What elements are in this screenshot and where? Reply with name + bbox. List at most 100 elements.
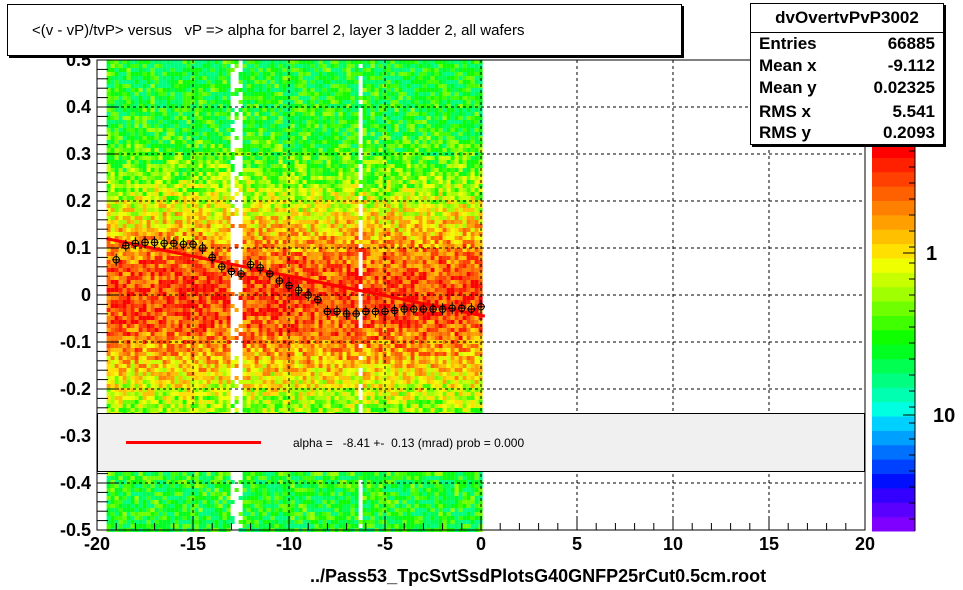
heatmap-cell [210,396,215,400]
heatmap-cell [130,140,135,144]
heatmap-cell [222,96,227,100]
heatmap-cell [118,168,123,172]
heatmap-cell [242,280,247,284]
heatmap-cell [166,200,171,204]
heatmap-cell [182,104,187,108]
heatmap-cell [170,404,175,408]
heatmap-cell [258,508,263,512]
heatmap-cell [186,304,191,308]
heatmap-cell [198,176,203,180]
heatmap-cell [194,324,199,328]
heatmap-cell [130,272,135,276]
heatmap-cell [222,84,227,88]
heatmap-cell [126,80,131,84]
heatmap-cell [134,336,139,340]
heatmap-cell [182,392,187,396]
heatmap-cell [214,384,219,388]
heatmap-cell [258,504,263,508]
heatmap-cell [150,356,155,360]
heatmap-cell [254,316,259,320]
heatmap-cell [214,308,219,312]
heatmap-cell [262,280,267,284]
heatmap-cell [198,408,203,412]
heatmap-cell [142,368,147,372]
heatmap-cell [158,396,163,400]
heatmap-cell [106,352,111,356]
heatmap-cell [254,344,259,348]
heatmap-cell [206,404,211,408]
heatmap-cell [262,208,267,212]
heatmap-cell [242,368,247,372]
heatmap-cell [126,476,131,480]
heatmap-cell [134,228,139,232]
heatmap-cell [114,204,119,208]
heatmap-cell [266,312,271,316]
heatmap-cell [282,128,287,132]
heatmap-cell [146,504,151,508]
heatmap-cell [138,252,143,256]
heatmap-cell [110,500,115,504]
heatmap-cell [266,200,271,204]
heatmap-cell [254,376,259,380]
heatmap-cell [190,332,195,336]
heatmap-cell [162,112,167,116]
heatmap-cell [150,144,155,148]
heatmap-cell [106,64,111,68]
heatmap-cell [174,144,179,148]
heatmap-cell [214,200,219,204]
heatmap-cell [134,196,139,200]
heatmap-cell [118,80,123,84]
heatmap-cell [126,352,131,356]
heatmap-cell [110,272,115,276]
heatmap-cell [258,240,263,244]
heatmap-cell [150,472,155,476]
heatmap-cell [214,120,219,124]
heatmap-cell [282,60,287,64]
heatmap-cell [114,508,119,512]
heatmap-cell [158,380,163,384]
heatmap-cell [106,524,111,528]
heatmap-cell [174,400,179,404]
heatmap-cell [194,284,199,288]
heatmap-cell [246,264,251,268]
heatmap-cell [254,380,259,384]
heatmap-cell [246,148,251,152]
heatmap-cell [178,352,183,356]
heatmap-cell [262,404,267,408]
heatmap-cell [206,396,211,400]
heatmap-cell [218,204,223,208]
heatmap-cell [226,348,231,352]
heatmap-cell [194,300,199,304]
heatmap-cell [126,508,131,512]
heatmap-cell [166,320,171,324]
heatmap-cell [114,88,119,92]
heatmap-cell [134,156,139,160]
heatmap-cell [270,516,275,520]
heatmap-cell [174,292,179,296]
heatmap-cell [190,368,195,372]
heatmap-cell [106,276,111,280]
heatmap-cell [278,104,283,108]
heatmap-cell [194,232,199,236]
heatmap-cell [106,516,111,520]
heatmap-cell [142,304,147,308]
heatmap-cell [142,152,147,156]
heatmap-cell [118,180,123,184]
heatmap-cell [222,224,227,228]
heatmap-cell [274,256,279,260]
heatmap-cell [250,156,255,160]
heatmap-cell [246,308,251,312]
heatmap-cell [210,84,215,88]
heatmap-cell [138,92,143,96]
heatmap-cell [282,180,287,184]
heatmap-cell [266,164,271,168]
heatmap-cell [114,216,119,220]
heatmap-cell [258,520,263,524]
heatmap-cell [114,328,119,332]
heatmap-cell [178,368,183,372]
heatmap-cell [210,92,215,96]
heatmap-cell [254,352,259,356]
heatmap-cell [266,136,271,140]
heatmap-cell [142,316,147,320]
heatmap-cell [250,356,255,360]
